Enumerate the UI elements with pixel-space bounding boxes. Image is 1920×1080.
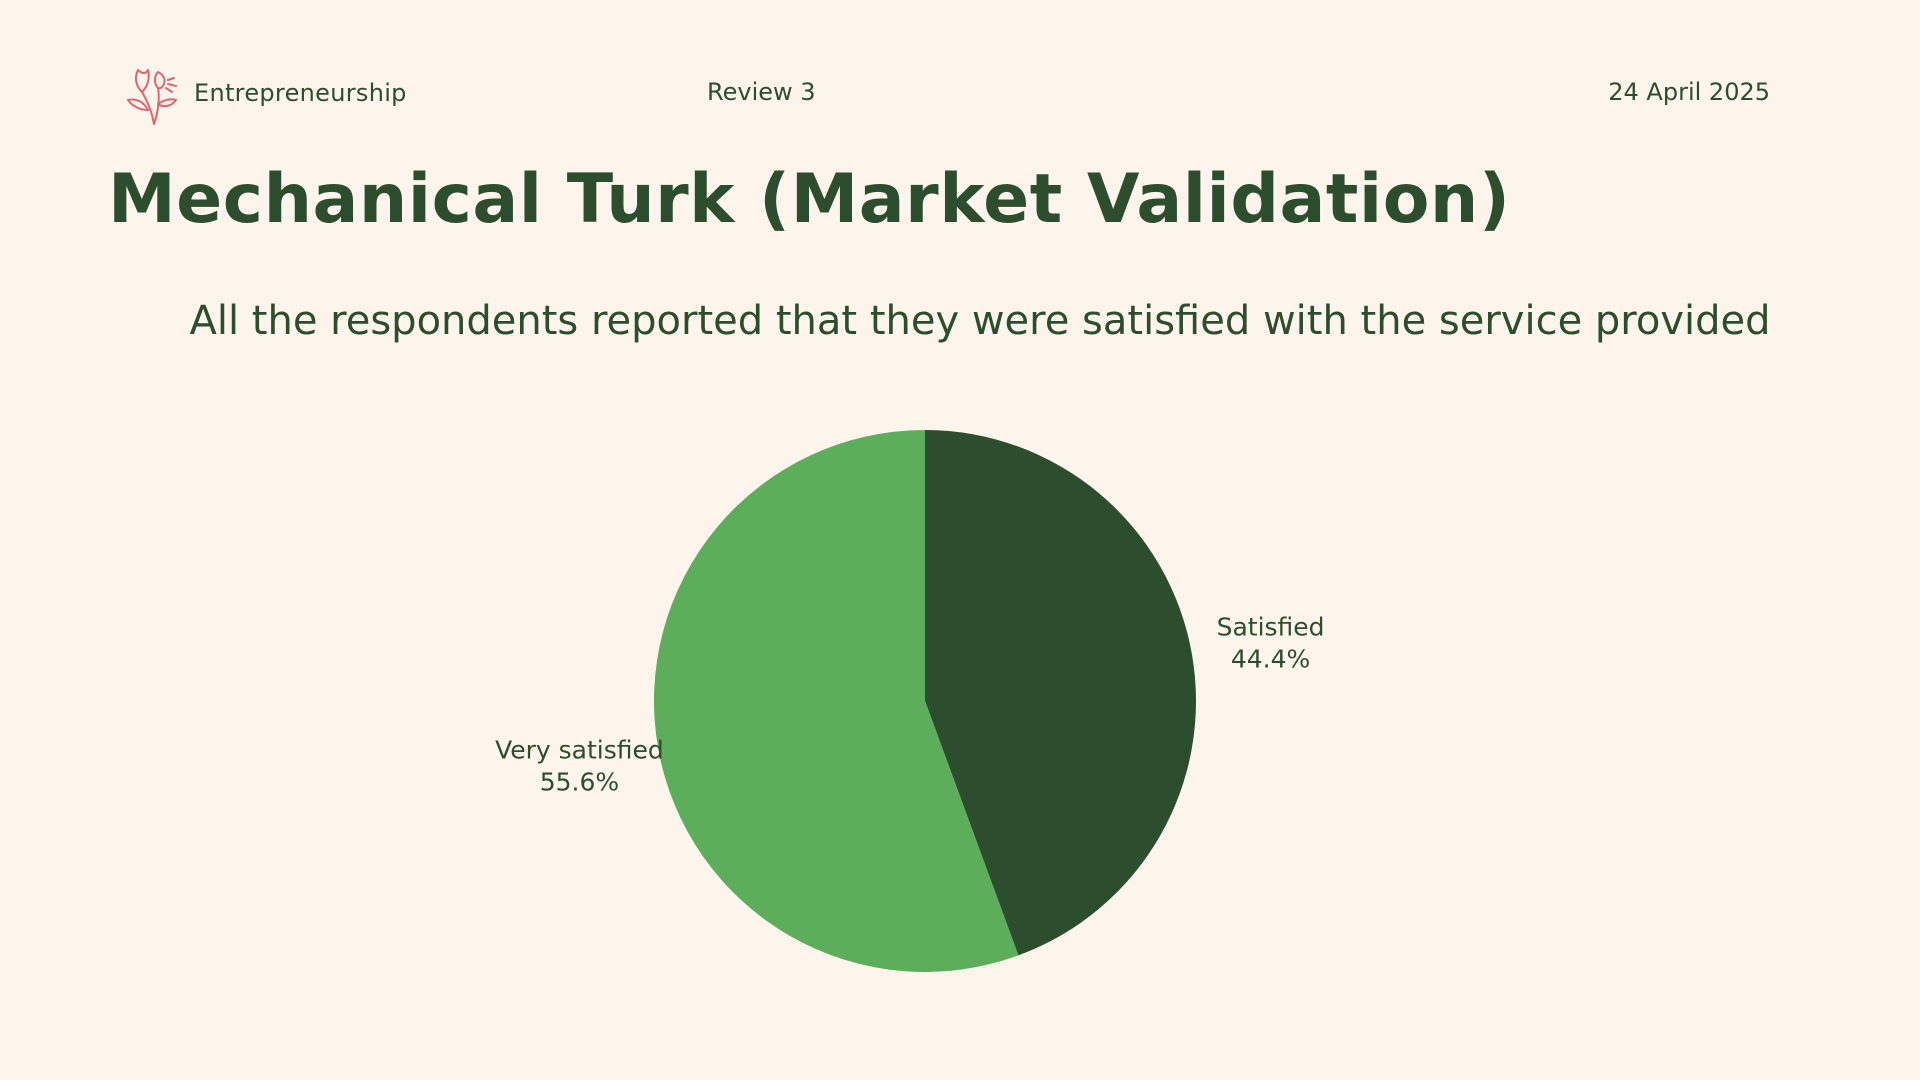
flower-logo-icon <box>127 69 177 125</box>
slice-label: Very satisfied <box>495 735 664 764</box>
page-subtitle: All the respondents reported that they w… <box>189 298 1771 344</box>
date-label: 24 April 2025 <box>1608 78 1770 106</box>
slice-value-label: 44.4% <box>1231 645 1310 674</box>
header-brand: Entrepreneurship <box>124 60 407 126</box>
slice-value-label: 55.6% <box>540 767 619 796</box>
page-title: Mechanical Turk (Market Validation) <box>108 160 1511 239</box>
pie-slice-very-satisfied <box>654 430 1019 972</box>
pie-slice-satisfied <box>925 430 1196 956</box>
brand-label: Entrepreneurship <box>194 79 407 107</box>
review-label: Review 3 <box>707 78 816 106</box>
slice-label: Satisfied <box>1217 613 1325 642</box>
